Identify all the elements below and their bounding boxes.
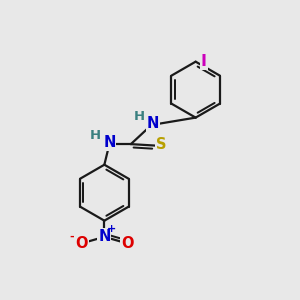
Text: O: O <box>75 236 88 251</box>
Text: H: H <box>90 129 101 142</box>
Text: N: N <box>98 229 110 244</box>
Text: N: N <box>103 135 116 150</box>
Text: H: H <box>134 110 145 123</box>
Text: -: - <box>69 231 74 241</box>
Text: +: + <box>107 224 116 234</box>
Text: N: N <box>147 116 159 131</box>
Text: O: O <box>121 236 134 251</box>
Text: I: I <box>201 54 207 69</box>
Text: S: S <box>156 136 166 152</box>
